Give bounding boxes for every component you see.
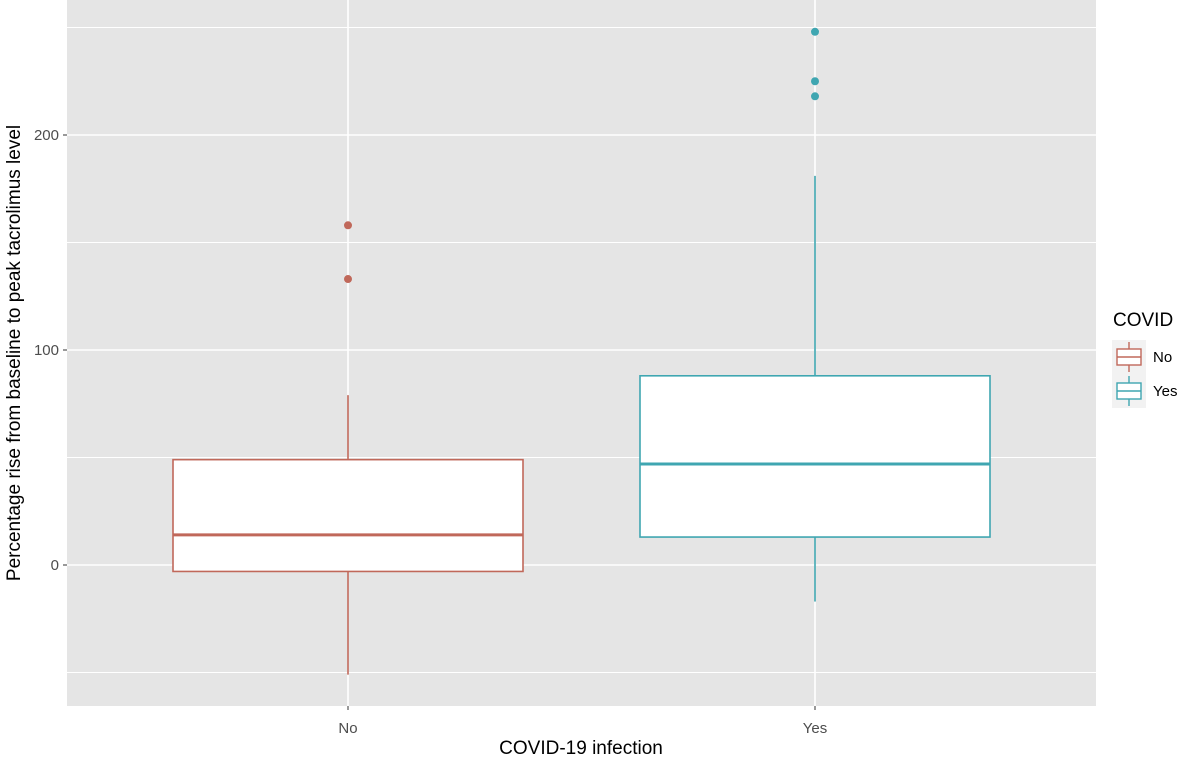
legend-item-yes: Yes (1112, 374, 1177, 408)
iqr-box (172, 458, 524, 573)
legend-items: No Yes (1112, 340, 1177, 408)
panel-background (67, 0, 1096, 706)
outlier-point (811, 27, 819, 36)
boxes (172, 27, 991, 675)
iqr-box (639, 374, 991, 538)
legend-label: Yes (1153, 383, 1177, 400)
x-tick-label: Yes (803, 720, 827, 737)
y-axis-title: Percentage rise from baseline to peak ta… (4, 125, 25, 581)
y-tick-label: 0 (51, 557, 59, 574)
legend: COVID No Yes (1112, 310, 1177, 408)
y-tick-label: 200 (34, 127, 59, 144)
legend-title: COVID (1113, 310, 1173, 331)
y-tick-label: 100 (34, 342, 59, 359)
outlier-point (811, 77, 819, 86)
outlier-point (344, 275, 352, 284)
x-tick-label: No (338, 720, 357, 737)
x-axis-title: COVID-19 infection (499, 738, 663, 759)
box-no (172, 221, 524, 675)
outlier-point (344, 221, 352, 230)
box-yes (639, 27, 991, 602)
outlier-point (811, 92, 819, 101)
legend-item-no: No (1112, 340, 1172, 374)
legend-label: No (1153, 349, 1172, 366)
tick-labels: 0 100 200 No Yes (34, 127, 827, 737)
